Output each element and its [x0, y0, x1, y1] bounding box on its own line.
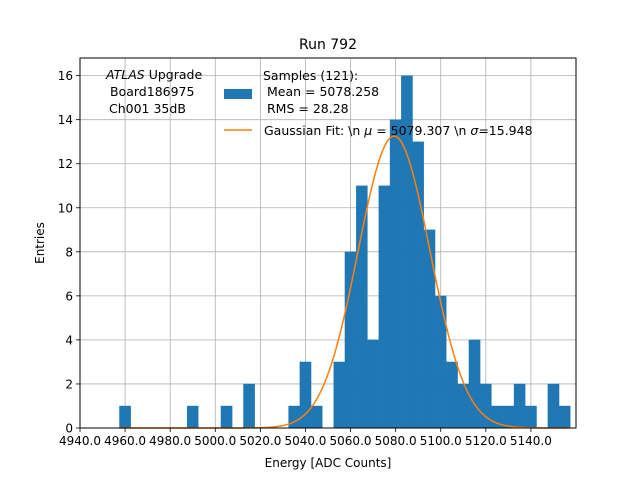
legend-samples-title: Samples (121):: [263, 68, 358, 83]
histogram-bar: [480, 383, 492, 429]
histogram-bar: [558, 405, 571, 429]
y-tick-label: 6: [65, 289, 73, 303]
chart-title: Run 792: [299, 37, 357, 53]
histogram-bar: [423, 229, 436, 429]
histogram-bar: [547, 383, 560, 429]
board-label: Board186975: [110, 84, 194, 99]
histogram-bar: [220, 405, 233, 429]
y-tick-label: 4: [65, 333, 73, 347]
histogram-bar: [378, 185, 391, 429]
histogram-bar: [525, 405, 537, 429]
x-tick-label: 4980.0: [149, 434, 191, 448]
histogram-bar: [333, 361, 346, 429]
histogram-bar: [356, 185, 368, 429]
svg-text:ATLAS Upgrade: ATLAS Upgrade: [105, 67, 202, 82]
histogram-bar: [344, 251, 357, 429]
histogram-bar: [389, 119, 402, 429]
x-tick-label: 5140.0: [510, 434, 552, 448]
y-tick-label: 12: [58, 157, 73, 171]
x-axis-ticks: 4940.0 4960.0 4980.0 5000.0 5020.0 5040.0 5060…: [59, 428, 552, 448]
y-tick-label: 14: [58, 113, 73, 127]
y-tick-label: 8: [65, 245, 73, 259]
y-axis-ticks: 0 2 4 6 8 10 12 14 16: [58, 69, 80, 436]
legend-samples-rms: RMS = 28.28: [267, 101, 349, 116]
x-tick-label: 5100.0: [420, 434, 462, 448]
x-tick-label: 5060.0: [330, 434, 372, 448]
y-tick-label: 2: [65, 377, 73, 391]
legend: Samples (121): Mean = 5078.258 RMS = 28.…: [224, 68, 533, 138]
y-tick-label: 10: [58, 201, 73, 215]
x-tick-label: 5120.0: [465, 434, 507, 448]
detector-annotation: ATLAS Upgrade Board186975 Ch001 35dB: [105, 67, 202, 116]
histogram-bar: [119, 405, 131, 429]
histogram-bar: [186, 405, 199, 429]
x-tick-label: 5080.0: [375, 434, 417, 448]
histogram-bar: [288, 405, 300, 429]
legend-fit-prefix: Gaussian Fit: \n: [264, 123, 364, 138]
legend-fit-suffix: =15.948: [478, 123, 532, 138]
histogram-bar: [468, 339, 481, 429]
histogram-bar: [434, 295, 447, 429]
x-axis-label: Energy [ADC Counts]: [265, 456, 392, 470]
histogram-bar: [412, 141, 424, 429]
channel-label: Ch001 35dB: [109, 101, 186, 116]
x-tick-label: 5000.0: [194, 434, 236, 448]
legend-fit-mu: μ: [363, 123, 372, 138]
legend-samples-mean: Mean = 5078.258: [267, 84, 379, 99]
histogram-bar: [446, 361, 458, 429]
y-axis-label: Entries: [33, 222, 47, 264]
svg-text:Gaussian Fit: \n μ = 5079.307: Gaussian Fit: \n μ = 5079.307 \n σ=15.94…: [264, 123, 533, 138]
atlas-label: ATLAS: [105, 67, 145, 82]
y-tick-label: 0: [65, 422, 73, 436]
legend-fit-sigma: σ: [470, 123, 479, 138]
x-tick-label: 4960.0: [104, 434, 146, 448]
legend-swatch-samples: [224, 89, 252, 99]
x-tick-label: 4940.0: [59, 434, 101, 448]
upgrade-label: Upgrade: [145, 67, 203, 82]
x-tick-label: 5040.0: [284, 434, 326, 448]
histogram-bar: [367, 339, 379, 429]
plot-frame: [79, 57, 577, 429]
histogram-bars: [119, 75, 571, 429]
y-tick-label: 16: [58, 69, 73, 83]
x-tick-label: 5020.0: [239, 434, 281, 448]
histogram-bar: [310, 405, 323, 429]
legend-fit-mid: = 5079.307 \n: [372, 123, 470, 138]
histogram-bar: [243, 383, 255, 429]
histogram-bar: [513, 383, 526, 429]
